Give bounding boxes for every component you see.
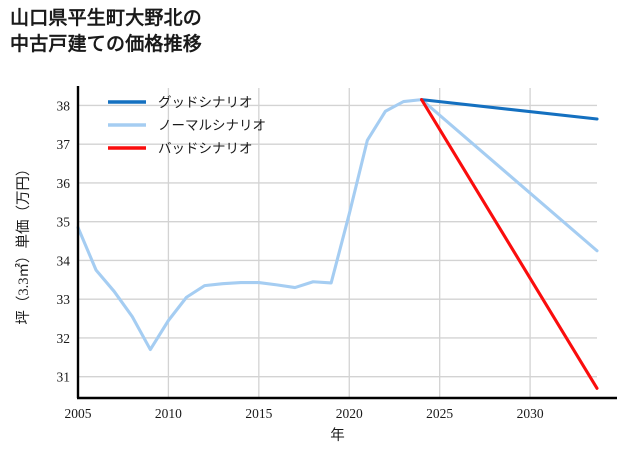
axes	[76, 86, 617, 400]
axis-titles: 年 坪（3.3㎡）単価（万円）	[15, 161, 345, 444]
legend-label[interactable]: ノーマルシナリオ	[158, 118, 266, 133]
y-tick-label: 31	[57, 370, 71, 385]
y-tick-label: 34	[57, 253, 71, 268]
page-title: 山口県平生町大野北の 中古戸建ての価格推移	[10, 6, 202, 58]
y-tick-label: 37	[57, 137, 71, 152]
series-line-bad	[420, 98, 599, 390]
x-tick-label: 2015	[245, 406, 272, 421]
y-tick-label: 38	[57, 98, 71, 113]
legend-label[interactable]: グッドシナリオ	[158, 95, 253, 110]
x-tick-label: 2030	[517, 406, 544, 421]
gridlines	[77, 88, 597, 398]
x-tick-label: 2020	[336, 406, 363, 421]
y-tick-label: 35	[57, 215, 71, 230]
x-tick-label: 2010	[155, 406, 182, 421]
y-tick-label: 36	[57, 176, 71, 191]
y-axis-title: 坪（3.3㎡）単価（万円）	[15, 161, 32, 324]
tick-labels: 31 32 33 34 35 36 37 38 2005 2010 2015 2020 2025 2030	[57, 98, 544, 421]
x-tick-label: 2025	[426, 406, 453, 421]
series-lines	[76, 98, 599, 390]
series-line-good	[420, 98, 599, 121]
legend-label[interactable]: バッドシナリオ	[158, 141, 253, 156]
y-tick-label: 33	[57, 292, 71, 307]
y-tick-label: 32	[57, 331, 71, 346]
series-line-normal	[76, 98, 599, 352]
x-axis-title: 年	[330, 427, 345, 444]
title-line-2: 中古戸建ての価格推移	[10, 34, 203, 56]
title-line-1: 山口県平生町大野北の	[10, 8, 203, 29]
x-tick-label: 2005	[65, 406, 92, 421]
